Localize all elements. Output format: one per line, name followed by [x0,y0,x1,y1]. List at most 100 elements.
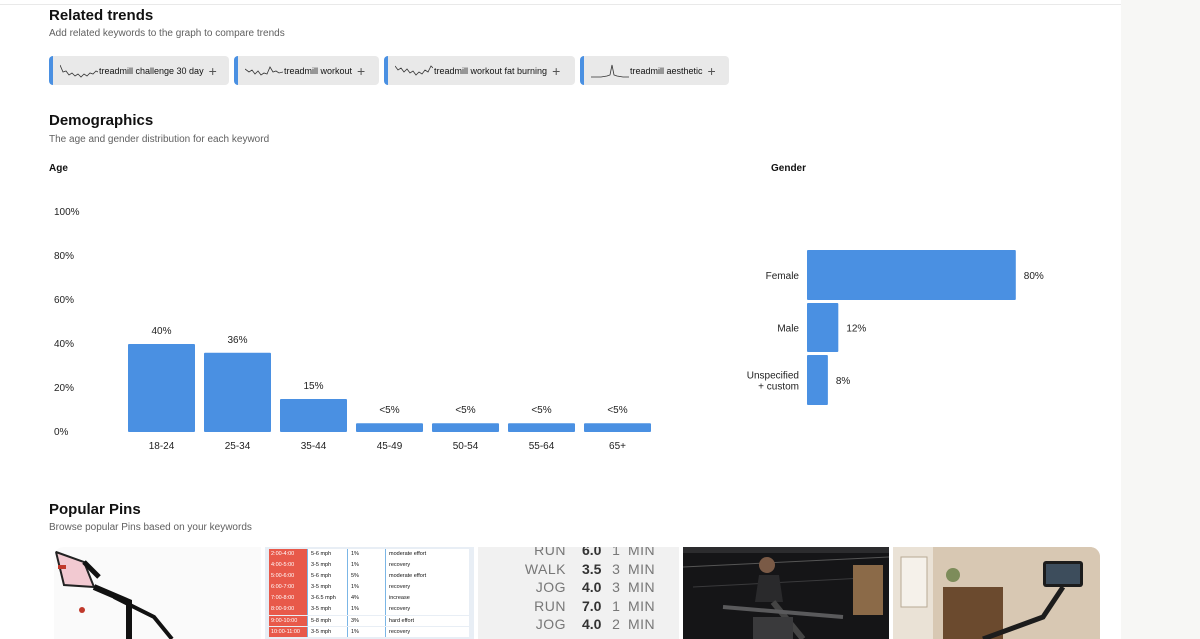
age-bar[interactable] [204,352,271,432]
gender-bar[interactable] [807,303,839,352]
schedule-cell: 1% [347,560,385,571]
treadmill-photo [54,547,261,639]
schedule-cell: 7:00-8:00 [269,593,307,604]
schedule-cell: 10:00-11:00 [269,626,307,638]
age-bar[interactable] [508,423,575,432]
schedule-row: 10:00-11:00 3-5 mph 1% recovery [269,626,469,638]
schedule-row: 8:00-9:00 3-5 mph 1% recovery [269,604,469,616]
popular-pins-title: Popular Pins [49,501,141,518]
schedule-cell: moderate effort [385,549,469,560]
interval-cell: 1 [612,597,620,614]
sparkline-icon [60,64,98,78]
interval-cell: 4.0 [582,579,602,595]
age-bar-value-label: <5% [455,405,475,416]
age-category-label: 18-24 [149,441,175,452]
pin-card[interactable] [54,547,261,639]
age-bar-chart: 40% 18-24 36% 25-34 15% 35-44 <5% 45-49 <5% 50-54… [128,326,651,452]
gender-category-label: Unspecified + custom [747,371,799,393]
schedule-cell: recovery [385,604,469,616]
schedule-cell: 2:00-4:00 [269,549,307,560]
age-bar-value-label: 36% [227,335,247,346]
schedule-cell: 1% [347,604,385,616]
schedule-cell: 3% [347,615,385,627]
interval-row: JOG 4.0 3 MIN [478,578,679,597]
age-bar[interactable] [128,344,195,432]
schedule-cell: 6:00-7:00 [269,582,307,593]
age-bar-value-label: 40% [151,326,171,337]
gym-photo [683,547,889,639]
top-divider [0,4,1121,5]
interval-cell: MIN [628,616,656,632]
related-chip[interactable]: treadmill workout fat burning + [384,56,575,85]
gender-category-label: Male [777,324,799,335]
interval-row: WALK 3.5 3 MIN [478,560,679,579]
interval-cell: MIN [628,560,656,577]
add-icon[interactable]: + [357,62,366,79]
schedule-cell: 1% [347,549,385,560]
interval-cell: 2 [612,616,620,632]
interval-cell: 6.0 [582,547,602,558]
age-bar-value-label: <5% [531,405,551,416]
interval-cell: MIN [628,579,656,595]
interval-cell: 1 [612,547,620,558]
age-bar[interactable] [356,423,423,432]
sparkline-icon [245,65,283,76]
age-category-label: 50-54 [453,441,479,452]
schedule-cell: 1% [347,582,385,593]
popular-pins-subtitle: Browse popular Pins based on your keywor… [49,522,252,533]
interval-cell: RUN [534,547,566,558]
age-category-label: 65+ [609,441,626,452]
interval-row: JOG 4.0 2 MIN [478,615,679,634]
workout-schedule-table: 2:00-4:00 5-6 mph 1% moderate effort 4:00-5:… [269,549,469,638]
chip-label: treadmill aesthetic [630,65,703,76]
age-chart-heading: Age [49,163,68,174]
age-bar-value-label: <5% [607,405,627,416]
age-category-label: 45-49 [377,441,403,452]
schedule-row: 2:00-4:00 5-6 mph 1% moderate effort [269,549,469,560]
sparkline-icon [395,64,433,76]
schedule-cell: hard effort [385,615,469,627]
interval-cell: 3 [612,560,620,577]
schedule-cell: 3-6.5 mph [307,593,347,604]
schedule-cell: increase [385,593,469,604]
gender-bar-value-label: 8% [836,376,851,387]
y-tick-label: 40% [54,339,75,350]
pin-card[interactable] [893,547,1100,639]
related-chip[interactable]: treadmill aesthetic + [580,56,729,85]
schedule-row: 9:00-10:00 5-8 mph 3% hard effort [269,615,469,627]
related-chip[interactable]: treadmill workout + [234,56,379,85]
age-category-label: 35-44 [301,441,327,452]
age-bar[interactable] [280,399,347,432]
pin-card[interactable]: 2:00-4:00 5-6 mph 1% moderate effort 4:00-5:… [265,547,474,639]
schedule-cell: 1% [347,626,385,638]
age-bar[interactable] [432,423,499,432]
age-bar-value-label: 15% [303,381,323,392]
sparkline-icon [591,64,629,77]
interval-cell: WALK [524,560,566,577]
schedule-cell: recovery [385,560,469,571]
pin-card[interactable] [683,547,889,639]
gender-bar[interactable] [807,355,828,405]
related-chip[interactable]: treadmill challenge 30 day + [49,56,229,85]
schedule-cell: 5-6 mph [307,549,347,560]
schedule-cell: 4% [347,593,385,604]
schedule-cell: 9:00-10:00 [269,615,307,627]
schedule-cell: 5:00-6:00 [269,571,307,582]
pin-card[interactable]: RUN 6.0 1 MIN WALK 3.5 3 MIN JOG 4.0 3 MIN RUN 7.0 1 MI… [478,547,679,639]
add-icon[interactable]: + [707,62,716,79]
interval-cell: MIN [628,597,656,614]
schedule-row: 6:00-7:00 3-5 mph 1% recovery [269,582,469,593]
schedule-cell: 3-5 mph [307,626,347,638]
age-bar[interactable] [584,423,651,432]
schedule-row: 5:00-6:00 5-6 mph 5% moderate effort [269,571,469,582]
gender-bar[interactable] [807,250,1016,300]
add-icon[interactable]: + [208,62,217,79]
interval-row: RUN 7.0 1 MIN [478,597,679,616]
gender-bar-value-label: 12% [846,324,866,335]
interval-cell: JOG [535,616,566,632]
interval-cell: 4.0 [582,616,602,632]
y-tick-label: 0% [54,427,69,438]
add-icon[interactable]: + [552,62,561,79]
home-treadmill-photo [893,547,1100,639]
interval-list: RUN 6.0 1 MIN WALK 3.5 3 MIN JOG 4.0 3 MIN RUN 7.0 1 MI… [478,547,679,634]
